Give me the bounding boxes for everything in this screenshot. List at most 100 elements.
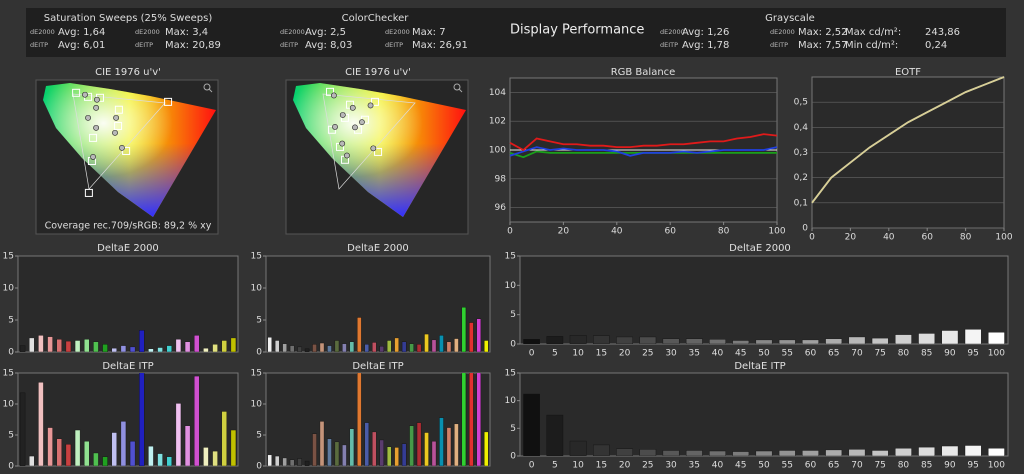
bar <box>74 340 81 352</box>
bar <box>230 337 237 352</box>
bar <box>230 429 237 466</box>
bar <box>988 332 1005 344</box>
y-tick-label: 0 <box>802 224 808 234</box>
metric-value: Avg: 1,26 <box>682 27 729 38</box>
bar <box>662 450 680 456</box>
bar <box>274 455 280 466</box>
bar <box>102 456 108 466</box>
bar <box>616 336 633 344</box>
plot-area <box>265 372 491 467</box>
bar <box>19 345 26 352</box>
y-tick-label: 0,5 <box>794 98 808 108</box>
bar <box>461 373 467 466</box>
series-line <box>509 146 778 157</box>
bar <box>386 340 392 352</box>
x-tick-label: 20 <box>619 461 631 471</box>
bar <box>357 317 362 352</box>
bar <box>431 339 437 352</box>
x-tick-label: 20 <box>558 227 570 237</box>
bar <box>416 422 422 466</box>
bar <box>778 339 796 344</box>
bar <box>282 343 287 352</box>
y-tick-label: 5 <box>8 316 14 326</box>
bar <box>342 343 347 352</box>
bar <box>802 450 819 456</box>
x-tick-label: 40 <box>883 233 895 243</box>
metric-label: dEITP <box>770 41 788 49</box>
measured-point <box>339 140 346 147</box>
y-tick-label: 15 <box>3 252 14 262</box>
bar <box>139 330 145 352</box>
target-point <box>122 146 131 155</box>
bar <box>312 433 317 466</box>
x-tick-label: 10 <box>572 461 584 471</box>
bar <box>47 336 53 352</box>
x-tick-label: 90 <box>944 349 956 359</box>
bar <box>454 423 459 466</box>
bar <box>709 339 726 344</box>
x-tick-label: 25 <box>642 349 653 359</box>
x-tick-label: 10 <box>572 349 584 359</box>
bar <box>394 447 399 466</box>
bar <box>476 373 482 466</box>
measured-point <box>119 144 125 151</box>
bar <box>38 382 44 466</box>
measured-point <box>330 92 337 99</box>
bar <box>297 458 302 466</box>
x-tick-label: 95 <box>967 349 978 359</box>
x-tick-label: 50 <box>758 461 770 471</box>
y-tick-label: 0,4 <box>794 123 809 133</box>
bar <box>120 421 127 466</box>
target-point <box>374 147 383 156</box>
metric-value: Avg: 6,01 <box>58 40 105 51</box>
y-tick-label: 0,3 <box>794 148 808 158</box>
metric-label: dEITP <box>135 41 153 49</box>
y-tick-label: 0 <box>510 340 516 350</box>
bar <box>778 450 796 456</box>
y-tick-label: 102 <box>489 117 506 127</box>
bar <box>111 347 117 352</box>
bar <box>802 339 819 344</box>
bar <box>639 336 657 344</box>
metric-label: dE2000 <box>660 28 685 36</box>
bar <box>203 347 209 352</box>
y-tick-label: 0 <box>510 452 516 462</box>
bar <box>166 345 172 352</box>
bar <box>312 344 317 352</box>
bar <box>424 432 429 466</box>
measured-point <box>367 102 374 109</box>
y-tick-label: 10 <box>3 284 15 294</box>
bar <box>29 455 35 466</box>
target-point <box>326 87 334 96</box>
plot-area <box>17 372 239 467</box>
bar <box>65 444 72 466</box>
chart-title: DeltaE ITP <box>102 361 153 372</box>
x-tick-label: 100 <box>768 227 785 237</box>
measured-point <box>344 152 350 159</box>
chart-title: DeltaE ITP <box>352 361 403 372</box>
bar <box>38 335 44 352</box>
x-tick-label: 65 <box>828 349 839 359</box>
x-tick-label: 45 <box>735 349 746 359</box>
bar <box>274 340 280 352</box>
bar <box>569 335 587 344</box>
metric-value: Avg: 1,78 <box>682 40 729 51</box>
metric-label: dEITP <box>280 41 298 49</box>
metric-value: Avg: 8,03 <box>305 40 352 51</box>
bar <box>194 335 200 352</box>
bar <box>304 460 310 466</box>
bars <box>523 393 1005 456</box>
metric-value: Min cd/m²: <box>845 40 898 51</box>
bar <box>148 348 154 352</box>
bar <box>203 447 209 466</box>
bar <box>84 441 90 466</box>
target-point <box>89 133 98 142</box>
y-tick-label: 5 <box>510 424 516 434</box>
bar <box>175 339 182 352</box>
bar <box>93 341 99 352</box>
bar <box>401 443 407 466</box>
bar <box>184 425 191 466</box>
y-tick-label: 10 <box>251 400 263 410</box>
bar <box>593 335 610 344</box>
